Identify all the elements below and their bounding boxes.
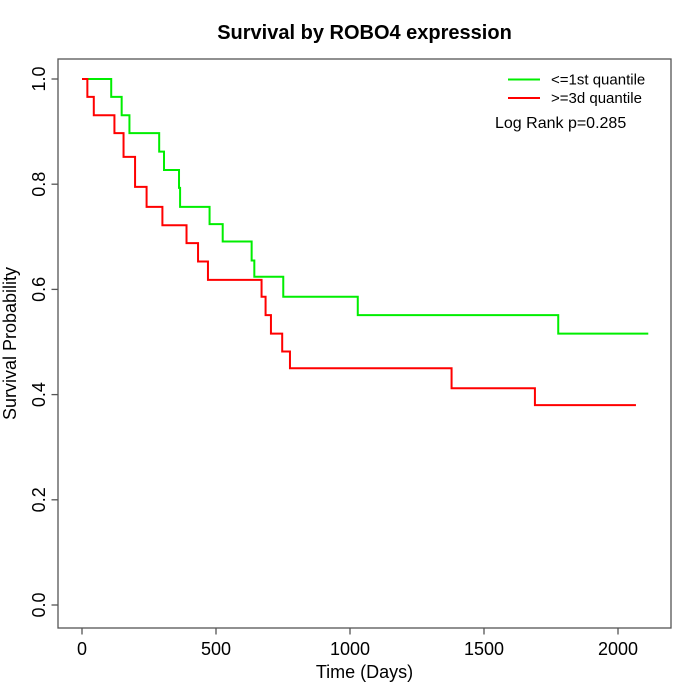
survival-curves <box>82 78 649 407</box>
x-axis-tick-label: 500 <box>201 639 231 659</box>
chart-title: Survival by ROBO4 expression <box>217 22 512 44</box>
legend: Log Rank p=0.285 <=1st quantile>=3d quan… <box>495 72 645 132</box>
y-axis-tick-label: 0.8 <box>29 172 49 197</box>
x-axis: 0 500 1000 1500 2000 <box>77 628 638 659</box>
y-axis-tick-label: 0.2 <box>29 487 49 512</box>
y-axis-tick-label: 0.0 <box>29 592 49 617</box>
plot-box <box>57 58 672 629</box>
x-axis-tick-label: 1500 <box>464 639 504 659</box>
x-axis-label: Time (Days) <box>316 662 413 682</box>
x-axis-tick-label: 0 <box>77 639 87 659</box>
legend-label-1st-quantile: <=1st quantile <box>551 72 645 89</box>
legend-label-3d-quantile: >=3d quantile <box>551 90 642 107</box>
y-axis-tick-label: 0.6 <box>29 277 49 302</box>
y-axis-tick-label: 1.0 <box>29 66 49 91</box>
y-axis-tick-label: 0.4 <box>29 382 49 407</box>
survival-curve-1st-quantile <box>82 78 649 335</box>
y-axis: 0.0 0.2 0.4 0.6 0.8 1.0 <box>29 66 58 618</box>
y-axis-label: Survival Probability <box>0 267 20 420</box>
survival-curve-3d-quantile <box>82 78 636 407</box>
x-axis-tick-label: 2000 <box>598 639 638 659</box>
x-axis-tick-label: 1000 <box>330 639 370 659</box>
log-rank-annotation: Log Rank p=0.285 <box>495 115 626 132</box>
